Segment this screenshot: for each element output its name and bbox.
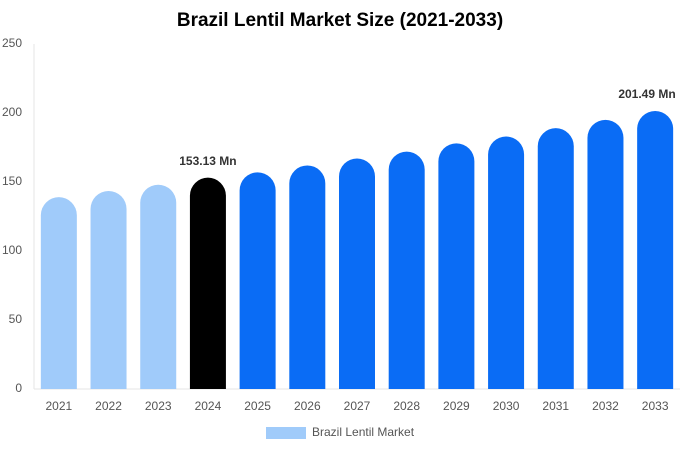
bar [339, 158, 375, 389]
data-label: 201.49 Mn [618, 87, 675, 101]
data-label: 153.13 Mn [179, 154, 236, 168]
x-tick-label: 2025 [244, 399, 271, 413]
bar [587, 119, 624, 389]
y-tick-label: 0 [15, 381, 22, 395]
bar [189, 177, 226, 389]
x-tick-label: 2029 [443, 399, 470, 413]
x-tick-label: 2024 [195, 399, 222, 413]
x-tick-label: 2021 [45, 399, 72, 413]
bar [239, 172, 276, 389]
y-tick-label: 50 [9, 312, 23, 326]
x-tick-label: 2027 [344, 399, 371, 413]
bar [637, 110, 674, 390]
bar [90, 190, 127, 389]
x-tick-label: 2032 [592, 399, 619, 413]
y-tick-label: 150 [2, 174, 22, 188]
legend-label: Brazil Lentil Market [312, 425, 415, 439]
y-tick-label: 250 [2, 36, 22, 50]
bar [438, 143, 475, 389]
bar [289, 165, 326, 389]
x-tick-label: 2030 [493, 399, 520, 413]
x-tick-label: 2033 [642, 399, 669, 413]
bar [388, 151, 425, 389]
x-tick-label: 2031 [542, 399, 569, 413]
bar [488, 136, 525, 389]
bar [140, 184, 177, 389]
bar [537, 128, 574, 389]
x-tick-label: 2022 [95, 399, 122, 413]
y-tick-label: 100 [2, 243, 22, 257]
legend-swatch [266, 427, 306, 439]
y-tick-label: 200 [2, 105, 22, 119]
bar [40, 197, 77, 389]
x-tick-label: 2028 [393, 399, 420, 413]
x-tick-label: 2023 [145, 399, 172, 413]
chart-title: Brazil Lentil Market Size (2021-2033) [177, 10, 503, 31]
x-tick-label: 2026 [294, 399, 321, 413]
